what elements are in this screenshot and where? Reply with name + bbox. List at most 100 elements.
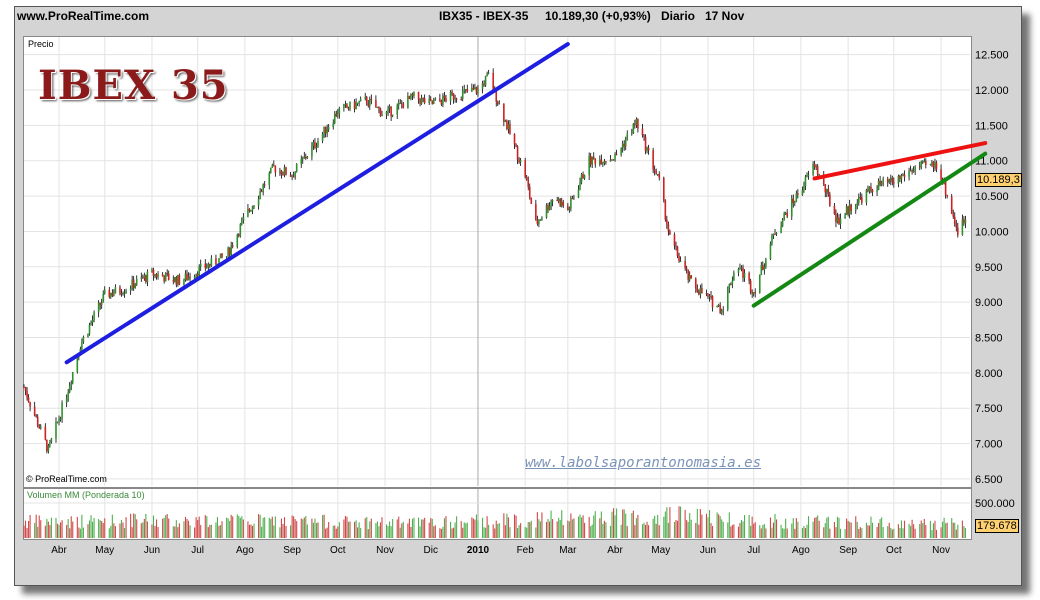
candle-body	[259, 191, 261, 199]
candle-body	[775, 233, 778, 235]
candle-body	[387, 108, 389, 112]
candle-body	[786, 212, 788, 217]
candle-body	[722, 309, 725, 311]
candle-body	[323, 126, 325, 134]
candle-body	[737, 268, 740, 273]
candle-body	[283, 167, 286, 175]
candle-body	[65, 398, 68, 403]
candle-body	[367, 103, 370, 106]
site-name[interactable]: www.ProRealTime.com	[17, 9, 150, 23]
candle-body	[440, 100, 443, 105]
candle-body	[44, 426, 47, 440]
candle-body	[273, 164, 275, 166]
candle-body	[550, 201, 552, 207]
candle-body	[812, 163, 814, 175]
candle-body	[914, 166, 916, 171]
candle-body	[207, 264, 210, 268]
candle-body	[344, 104, 347, 106]
candle-body	[694, 278, 697, 289]
candle-body	[131, 279, 133, 289]
candle-body	[667, 224, 670, 231]
price-y-tick-label: 7.500	[975, 403, 1003, 415]
candle-body	[797, 193, 799, 195]
candle-body	[388, 106, 391, 109]
candle-body	[719, 304, 721, 314]
candle-body	[461, 90, 464, 99]
price-y-tick-label: 10.500	[975, 191, 1009, 203]
candle-body	[556, 199, 558, 201]
candle-body	[358, 101, 360, 103]
candle-body	[239, 224, 242, 236]
candle-body	[570, 198, 572, 209]
candle-body	[663, 177, 665, 201]
candle-body	[391, 114, 394, 117]
x-tick-label: Jun	[700, 545, 716, 556]
candle-body	[347, 107, 350, 110]
candle-body	[871, 189, 874, 193]
candle-body	[114, 287, 117, 294]
candle-body	[420, 97, 423, 104]
candle-body	[177, 275, 179, 285]
candle-body	[771, 235, 773, 244]
candle-body	[772, 233, 775, 236]
candle-body	[257, 198, 260, 206]
candle-body	[184, 273, 187, 281]
candle-body	[113, 293, 115, 296]
candle-body	[687, 269, 689, 280]
candle-body	[455, 98, 458, 100]
candle-body	[876, 189, 878, 193]
candle-body	[206, 267, 208, 269]
watermark-link[interactable]: www.labolsaporantonomasia.es	[525, 455, 762, 471]
candle-body	[119, 287, 121, 293]
candle-body	[740, 267, 743, 269]
candle-body	[346, 104, 348, 108]
candle-body	[35, 415, 37, 417]
price-y-tick-label: 8.500	[975, 333, 1003, 345]
candle-body	[423, 98, 426, 103]
candle-body	[504, 120, 507, 122]
candle-body	[539, 219, 542, 221]
candle-body	[644, 136, 647, 152]
price-y-tick-label: 12.000	[975, 85, 1009, 97]
x-tick-label: 2010	[467, 545, 490, 556]
candle-body	[908, 171, 910, 178]
trend-line-resistance_trend	[812, 141, 988, 181]
candle-body	[518, 159, 520, 163]
candle-body	[365, 96, 368, 104]
candle-body	[879, 180, 881, 185]
candle-body	[929, 163, 932, 165]
candle-body	[748, 273, 750, 281]
candle-body	[343, 104, 345, 109]
candle-body	[551, 199, 554, 202]
candle-body	[483, 83, 485, 86]
candle-body	[705, 293, 708, 295]
candle-body	[742, 267, 744, 278]
candle-body	[295, 163, 298, 172]
candle-body	[47, 445, 50, 452]
candle-body	[882, 178, 884, 183]
candle-body	[33, 406, 36, 416]
candle-body	[82, 336, 85, 343]
candle-body	[178, 275, 181, 285]
candle-body	[250, 210, 252, 212]
candle-body	[589, 155, 592, 165]
candle-body	[568, 208, 571, 210]
candle-body	[688, 275, 691, 280]
candle-body	[111, 292, 114, 296]
candle-body	[300, 159, 303, 164]
x-tick-label: Nov	[376, 545, 394, 556]
candle-body	[442, 95, 444, 105]
candle-body	[676, 246, 679, 256]
candle-body	[918, 166, 921, 168]
candle-body	[56, 421, 59, 423]
candle-body	[902, 174, 904, 176]
candle-body	[961, 219, 964, 235]
candle-body	[370, 98, 373, 101]
candle-body	[839, 218, 842, 225]
ibex-logo: IBEX 35	[38, 62, 229, 109]
candle-body	[891, 177, 894, 183]
candle-body	[161, 274, 164, 277]
price-change: 10.189,30 (+0,93%)	[545, 9, 651, 23]
candle-body	[140, 277, 143, 279]
price-panel[interactable]	[23, 36, 972, 488]
